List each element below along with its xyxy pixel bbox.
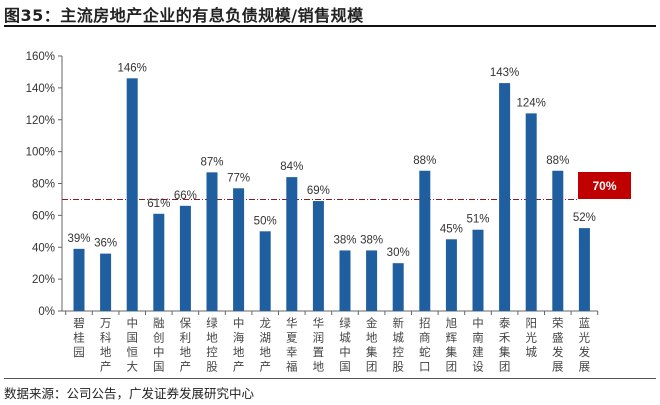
y-tick-label: 160%	[26, 51, 55, 63]
x-category-label: 旭辉集团	[446, 316, 458, 374]
bar-11	[339, 250, 351, 311]
bar-13	[392, 263, 404, 311]
bar-12	[366, 250, 378, 311]
data-label: 87%	[200, 156, 223, 168]
data-label: 50%	[254, 215, 277, 227]
x-category-label: 新城控股	[392, 316, 404, 374]
bar-19	[552, 170, 564, 311]
y-tick-label: 60%	[32, 210, 55, 222]
x-category-label: 龙湖地产	[259, 316, 271, 374]
data-label: 143%	[490, 67, 519, 79]
bar-2	[100, 253, 112, 311]
bar-6	[206, 172, 218, 311]
data-label: 66%	[174, 190, 197, 202]
x-category-label: 绿城中国	[339, 316, 351, 374]
y-tick-label: 140%	[26, 83, 55, 95]
x-category-label: 泰禾集团	[499, 316, 511, 374]
x-category-label: 绿地控股	[206, 316, 218, 374]
data-label: 146%	[117, 62, 146, 74]
y-tick-label: 40%	[32, 242, 55, 254]
bar-17	[499, 83, 511, 311]
bar-1	[73, 248, 85, 311]
x-category-label: 融创中国	[153, 316, 165, 374]
bar-4	[153, 213, 165, 311]
x-category-label: 阳光城	[525, 316, 537, 359]
y-tick-label: 80%	[32, 179, 55, 191]
bar-8	[259, 231, 271, 311]
x-category-label: 招商蛇口	[419, 316, 431, 374]
bar-7	[233, 188, 245, 311]
x-category-label: 万科地产	[100, 316, 112, 374]
x-category-label: 金地集团	[366, 316, 378, 374]
figure-title: 图35：主流房地产企业的有息负债规模/销售规模	[4, 6, 364, 25]
x-category-label: 中海地产	[233, 316, 245, 374]
x-category-label: 蓝光发展	[579, 316, 591, 374]
data-label: 84%	[280, 161, 303, 173]
bar-16	[472, 229, 484, 311]
bar-20	[578, 228, 590, 311]
x-category-label: 中南建设	[472, 316, 484, 374]
data-label: 36%	[94, 238, 117, 250]
reference-label: 70%	[592, 179, 616, 193]
source-note: 数据来源：公司公告，广发证券发展研究中心	[4, 386, 255, 401]
x-category-label: 中国恒大	[126, 316, 138, 374]
y-tick-label: 100%	[26, 147, 55, 159]
bar-3	[126, 78, 138, 311]
bar-10	[312, 201, 324, 311]
x-category-label: 荣盛发展	[552, 316, 564, 374]
data-label: 88%	[413, 155, 436, 167]
data-label: 39%	[67, 233, 90, 245]
reference-label-box	[578, 172, 631, 199]
y-tick-label: 0%	[38, 306, 55, 318]
y-tick-label: 120%	[26, 115, 55, 127]
data-label: 45%	[440, 223, 463, 235]
data-label: 61%	[147, 198, 170, 210]
data-label: 69%	[307, 185, 330, 197]
x-category-label: 碧桂园	[73, 316, 85, 359]
x-category-label: 华夏幸福	[286, 316, 298, 374]
x-category-label: 保利地产	[180, 316, 192, 374]
bar-18	[525, 113, 537, 311]
bar-5	[179, 205, 191, 311]
data-label: 38%	[360, 234, 383, 246]
x-category-label: 华润置地	[313, 316, 325, 374]
data-label: 88%	[546, 155, 569, 167]
data-label: 30%	[387, 247, 410, 259]
bar-9	[286, 177, 298, 311]
data-label: 77%	[227, 172, 250, 184]
data-label: 124%	[516, 97, 545, 109]
bar-14	[419, 170, 431, 311]
footer-divider	[4, 378, 656, 379]
data-label: 51%	[466, 214, 489, 226]
y-tick-label: 20%	[32, 274, 55, 286]
bar-15	[445, 239, 457, 311]
data-label: 52%	[573, 212, 596, 224]
title-divider	[4, 25, 656, 27]
data-label: 38%	[333, 234, 356, 246]
